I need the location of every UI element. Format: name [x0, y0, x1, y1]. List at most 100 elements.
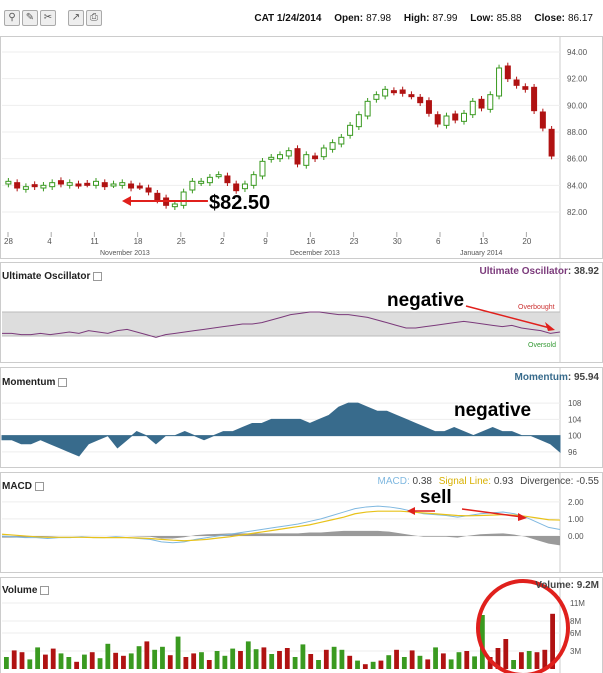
volume-bar: [152, 649, 158, 669]
volume-bar: [339, 649, 345, 669]
volume-bar: [284, 648, 290, 669]
volume-bar: [82, 654, 87, 669]
volume-bar: [316, 660, 321, 669]
low-value: 85.88: [496, 13, 522, 24]
open-label: Open:: [334, 13, 364, 24]
candle-body: [233, 183, 240, 192]
candle-body: [425, 100, 432, 114]
volume-tick-label: 11M: [570, 599, 585, 608]
quote-symbol-date: CAT 1/24/2014: [254, 13, 322, 24]
candle-body: [128, 183, 135, 189]
volume-bar: [300, 644, 306, 669]
toolbar: ⚲ ✎ ✂ ↗ ⎙ CAT 1/24/2014 Open: 87.98 High:…: [0, 0, 603, 36]
x-tick-label: 13: [479, 237, 488, 246]
volume-bar: [464, 651, 470, 669]
candle-body: [84, 182, 91, 186]
candle-body: [189, 180, 196, 191]
candle-body: [548, 128, 555, 157]
x-tick-label: 18: [134, 237, 143, 246]
volume-tick-label: 6M: [570, 629, 581, 638]
candle-body: [417, 96, 424, 104]
volume-bar: [448, 659, 454, 669]
volume-bar: [160, 646, 165, 669]
volume-bar: [97, 658, 103, 669]
oscillator-annotation: negative: [387, 290, 465, 311]
oscillator-line: [2, 311, 561, 338]
volume-bar: [105, 643, 111, 669]
close-value: 86.17: [567, 13, 593, 24]
macd-tick-label: 0.00: [568, 532, 584, 541]
volume-bar: [518, 652, 524, 669]
candle-body: [154, 192, 161, 201]
candle-body: [469, 100, 476, 116]
candle-body: [373, 94, 380, 100]
month-label: January 2014: [460, 250, 503, 257]
compare-icon[interactable]: ↗: [68, 10, 84, 26]
macd-arrowhead-right: [518, 513, 527, 521]
candle-body: [57, 180, 64, 185]
candle-body: [513, 79, 520, 86]
price-tick-label: 90.00: [567, 101, 588, 110]
momentum-tick-label: 108: [568, 399, 582, 408]
x-tick-label: 23: [350, 237, 359, 246]
candle-body: [198, 180, 205, 184]
candle-body: [31, 184, 38, 188]
candle-body: [136, 185, 143, 189]
volume-bar: [261, 647, 267, 669]
candle-body: [312, 155, 319, 160]
price-tick-label: 92.00: [567, 75, 588, 84]
x-tick-label: 25: [177, 237, 186, 246]
edit-icon[interactable]: ✎: [22, 10, 38, 26]
zoom-icon[interactable]: ⚲: [4, 10, 20, 26]
macd-arrow-right: [461, 508, 523, 518]
momentum-readout: Momentum: 95.94: [514, 372, 599, 383]
print-icon[interactable]: ⎙: [86, 10, 102, 26]
candle-body: [487, 94, 494, 110]
candle-body: [355, 114, 362, 128]
panel-title-momentum: Momentum: [2, 377, 68, 388]
candle-body: [101, 182, 108, 188]
volume-bar: [347, 655, 353, 669]
macd-histogram: [2, 530, 560, 546]
candle-body: [22, 186, 29, 190]
volume-bar: [440, 653, 446, 669]
candle-body: [285, 150, 292, 157]
tools-icon[interactable]: ✂: [40, 10, 56, 26]
candle-body: [206, 176, 213, 184]
macd-tick-label: 1.00: [568, 515, 584, 524]
candle-body: [145, 187, 152, 193]
x-tick-label: 9: [263, 237, 268, 246]
month-label: November 2013: [100, 250, 150, 257]
volume-bar: [425, 659, 431, 669]
volume-bar: [50, 648, 56, 669]
volume-bar: [511, 660, 516, 669]
volume-bar: [222, 655, 228, 669]
volume-bar: [214, 651, 220, 669]
candle-body: [522, 86, 529, 90]
candle-body: [364, 100, 371, 117]
volume-tick-label: 8M: [570, 617, 581, 626]
volume-bar: [355, 660, 360, 669]
x-tick-label: 6: [436, 237, 441, 246]
volume-highlight-circle: [476, 579, 570, 673]
panel-frame-macd: [0, 472, 603, 573]
price-tick-label: 82.00: [567, 208, 588, 217]
x-tick-label: 28: [4, 237, 13, 246]
volume-bar: [550, 613, 555, 669]
momentum-tick-label: 96: [568, 448, 577, 457]
volume-bar: [378, 660, 384, 669]
oscillator-arrowhead: [545, 322, 555, 331]
volume-bar: [503, 639, 509, 669]
volume-bar: [245, 641, 251, 669]
candle-body: [461, 112, 467, 122]
volume-bar: [534, 652, 540, 669]
volume-bar: [66, 657, 72, 669]
candle-body: [382, 88, 389, 97]
x-tick-label: 16: [306, 237, 315, 246]
macd-annotation: sell: [420, 487, 452, 508]
volume-bar: [331, 646, 337, 669]
momentum-tick-label: 100: [568, 432, 582, 441]
candle-body: [5, 180, 12, 185]
volume-bar: [542, 649, 548, 669]
candle-body: [75, 183, 82, 187]
